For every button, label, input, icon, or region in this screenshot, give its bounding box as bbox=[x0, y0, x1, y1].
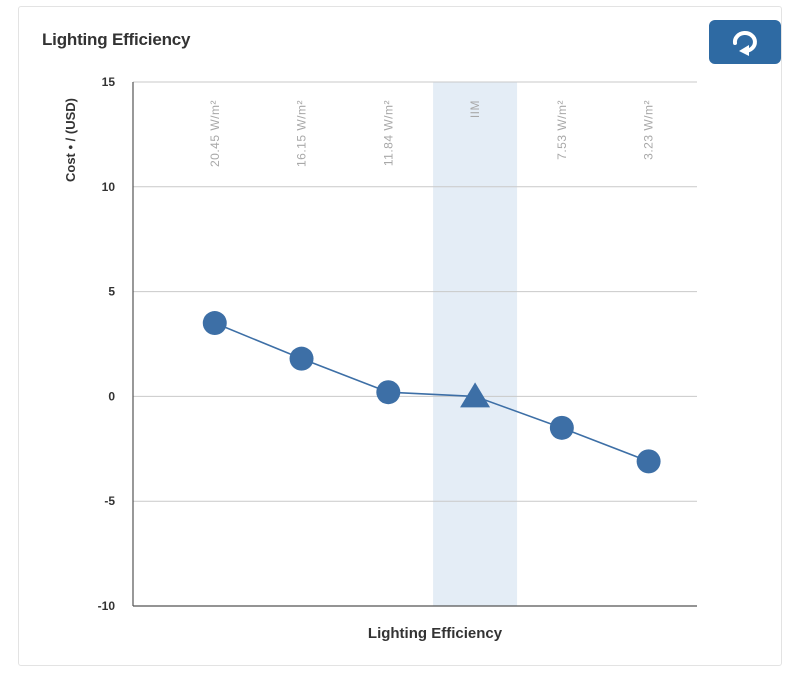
data-point-triangle bbox=[460, 382, 491, 408]
data-point bbox=[202, 311, 227, 336]
data-point bbox=[289, 346, 314, 371]
category-label: 20.45 W/m² bbox=[208, 100, 222, 167]
category-label: IIM bbox=[468, 100, 482, 118]
category-label: 3.23 W/m² bbox=[642, 100, 656, 160]
y-tick-labels: 15 10 5 0 -5 -10 bbox=[98, 75, 116, 613]
reset-view-button[interactable] bbox=[709, 20, 781, 64]
x-axis-title: Lighting Efficiency bbox=[368, 625, 503, 642]
series-line-path bbox=[214, 322, 649, 463]
category-label: 7.53 W/m² bbox=[555, 100, 569, 160]
data-point bbox=[636, 449, 661, 474]
category-labels: 20.45 W/m² 16.15 W/m² 11.84 W/m² IIM 7.53 W/… bbox=[208, 100, 656, 167]
undo-arrow-icon bbox=[732, 31, 757, 56]
data-markers bbox=[202, 311, 661, 474]
chart-card bbox=[18, 6, 782, 666]
axes bbox=[132, 82, 697, 607]
category-label: 11.84 W/m² bbox=[381, 100, 395, 166]
y-tick-label: -5 bbox=[104, 494, 115, 508]
series-line bbox=[214, 322, 649, 463]
highlight-band bbox=[433, 82, 518, 606]
y-tick-label: 0 bbox=[108, 389, 115, 403]
y-tick-label: 15 bbox=[102, 75, 116, 89]
card-title: Lighting Efficiency bbox=[42, 30, 191, 49]
data-point bbox=[549, 415, 574, 440]
y-tick-label: 5 bbox=[108, 285, 115, 299]
y-tick-label: -10 bbox=[98, 599, 116, 613]
y-tick-label: 10 bbox=[102, 180, 116, 194]
data-point bbox=[376, 380, 401, 405]
category-label: 16.15 W/m² bbox=[295, 100, 309, 167]
y-axis-title: Cost • / (USD) bbox=[63, 98, 78, 182]
